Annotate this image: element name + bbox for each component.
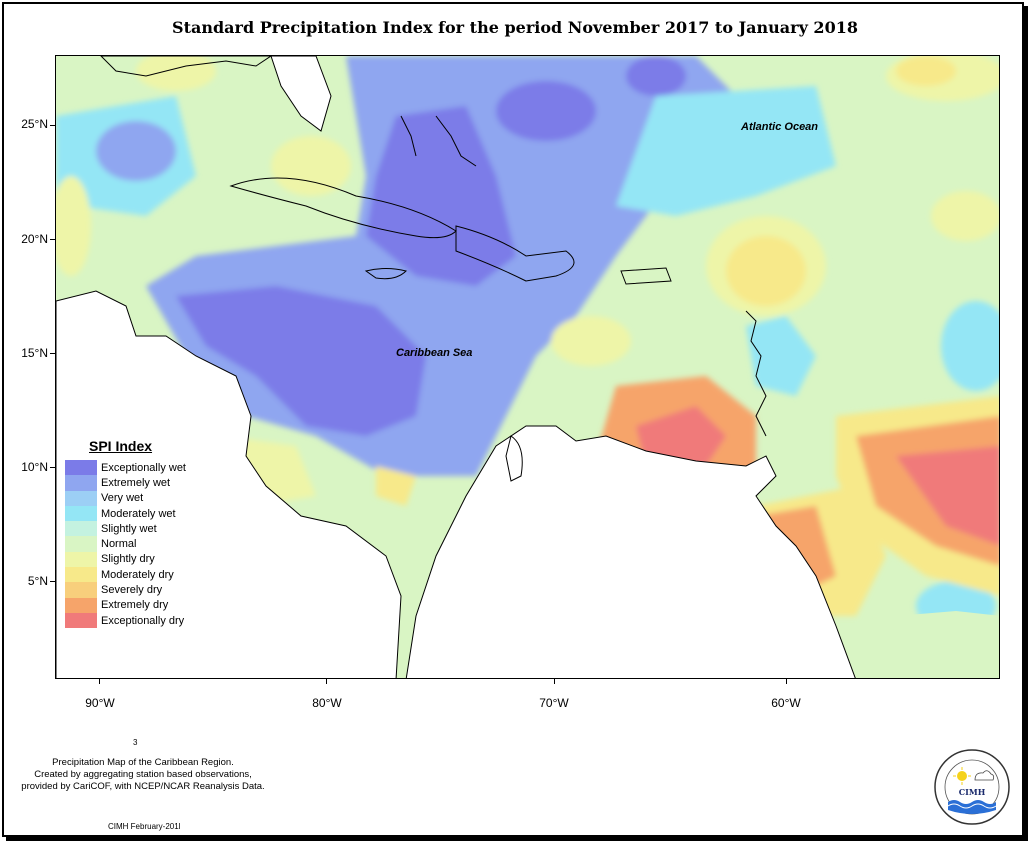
legend-swatch xyxy=(65,612,97,629)
legend-swatch xyxy=(65,536,97,552)
cimh-logo: CIMH xyxy=(933,748,1011,826)
legend-label: Moderately wet xyxy=(101,507,176,520)
x-tick-label: 90°W xyxy=(85,696,115,710)
legend-swatch xyxy=(65,460,97,476)
y-tick xyxy=(50,239,55,240)
x-tick-label: 70°W xyxy=(539,696,569,710)
map-title: Standard Precipitation Index for the per… xyxy=(172,18,858,37)
legend-label: Very wet xyxy=(101,492,144,505)
y-tick xyxy=(50,581,55,582)
y-tick xyxy=(50,125,55,126)
y-tick-label: 15°N xyxy=(21,346,48,360)
legend-swatch xyxy=(65,582,97,598)
legend-item: Exceptionally dry xyxy=(65,612,186,629)
legend-swatch xyxy=(65,475,97,491)
footnote-line: provided by CariCOF, with NCEP/NCAR Rean… xyxy=(21,781,265,792)
atlantic-ocean-label: Atlantic Ocean xyxy=(741,121,819,133)
legend-label: Extremely dry xyxy=(101,599,169,612)
y-tick-label: 25°N xyxy=(21,117,48,131)
credit-line: CIMH February-201l xyxy=(108,822,181,831)
y-tick-label: 20°N xyxy=(21,232,48,246)
x-tick-label: 60°W xyxy=(771,696,801,710)
frame-shadow-right xyxy=(1024,6,1028,839)
footnote-line: Precipitation Map of the Caribbean Regio… xyxy=(52,757,234,768)
logo-text: CIMH xyxy=(959,787,986,797)
spi-map-surface xyxy=(56,56,999,678)
legend-swatch xyxy=(65,551,97,568)
legend-swatch xyxy=(65,505,97,522)
x-tick-label: 80°W xyxy=(312,696,342,710)
legend-item: Moderately dry xyxy=(65,567,186,583)
legend-item: Normal xyxy=(65,536,186,552)
legend-item: Moderately wet xyxy=(65,505,186,522)
legend-label: Moderately dry xyxy=(101,568,174,581)
legend-item: Slightly wet xyxy=(65,521,186,537)
map-footnote: Precipitation Map of the Caribbean Regio… xyxy=(8,757,278,793)
legend-label: Exceptionally wet xyxy=(101,461,186,474)
legend-label: Severely dry xyxy=(101,584,163,597)
y-tick xyxy=(50,353,55,354)
spi-map: Atlantic Ocean Caribbean Sea xyxy=(55,55,1000,679)
x-tick xyxy=(99,679,100,684)
legend-item: Extremely dry xyxy=(65,597,186,613)
legend-swatch xyxy=(65,567,97,583)
x-tick xyxy=(786,679,787,684)
y-tick xyxy=(50,467,55,468)
spi-legend: SPI Index Exceptionally wet Extremely wet… xyxy=(65,438,186,629)
legend-swatch xyxy=(65,490,97,506)
footnote-line: Created by aggregating station based obs… xyxy=(34,769,252,780)
legend-swatch xyxy=(65,597,97,613)
legend-items: Exceptionally wet Extremely wet Very wet Mo… xyxy=(65,460,186,629)
legend-label: Extremely wet xyxy=(101,476,171,489)
frame-shadow-bottom xyxy=(6,837,1028,841)
legend-item: Exceptionally wet xyxy=(65,460,186,476)
stray-mark: 3 xyxy=(133,738,138,747)
legend-label: Exceptionally dry xyxy=(101,614,185,627)
legend-label: Normal xyxy=(101,538,137,551)
caribbean-sea-label: Caribbean Sea xyxy=(396,347,473,359)
y-tick-label: 10°N xyxy=(21,460,48,474)
legend-item: Very wet xyxy=(65,490,186,506)
y-tick-label: 5°N xyxy=(27,574,48,588)
legend-label: Slightly wet xyxy=(101,522,157,535)
legend-item: Extremely wet xyxy=(65,475,186,491)
legend-item: Slightly dry xyxy=(65,551,186,568)
legend-title: SPI Index xyxy=(89,438,153,454)
legend-item: Severely dry xyxy=(65,582,186,598)
legend-label: Slightly dry xyxy=(101,553,155,566)
x-tick xyxy=(326,679,327,684)
x-tick xyxy=(554,679,555,684)
legend-swatch xyxy=(65,521,97,537)
